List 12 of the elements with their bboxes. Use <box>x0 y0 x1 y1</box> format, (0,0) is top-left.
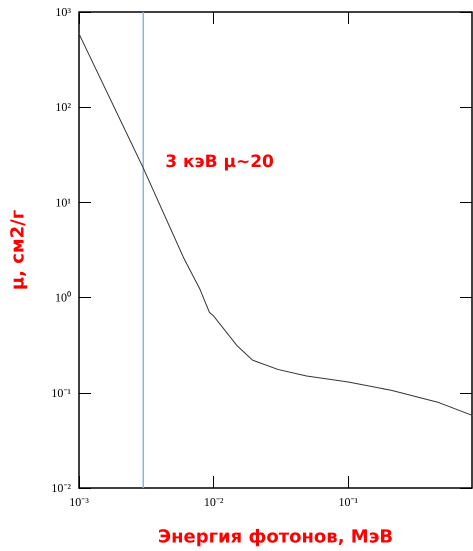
y-tick-label: 10⁻² <box>51 481 72 495</box>
y-tick-label: 10³ <box>55 5 72 19</box>
y-tick-label: 10⁻¹ <box>51 386 72 400</box>
x-tick-label: 10⁻³ <box>69 495 90 509</box>
y-tick-label: 10⁰ <box>55 290 71 305</box>
x-axis-title: Энергия фотонов, МэВ <box>158 526 394 548</box>
x-tick-label: 10⁻² <box>204 495 224 509</box>
y-axis-title: μ, см2/г <box>8 210 28 290</box>
x-tick-label: 10⁻¹ <box>338 495 358 509</box>
y-tick-label: 10² <box>55 100 72 114</box>
annotation: 3 кэВ μ~20 <box>165 152 274 172</box>
y-tick-label: 10¹ <box>55 195 72 210</box>
